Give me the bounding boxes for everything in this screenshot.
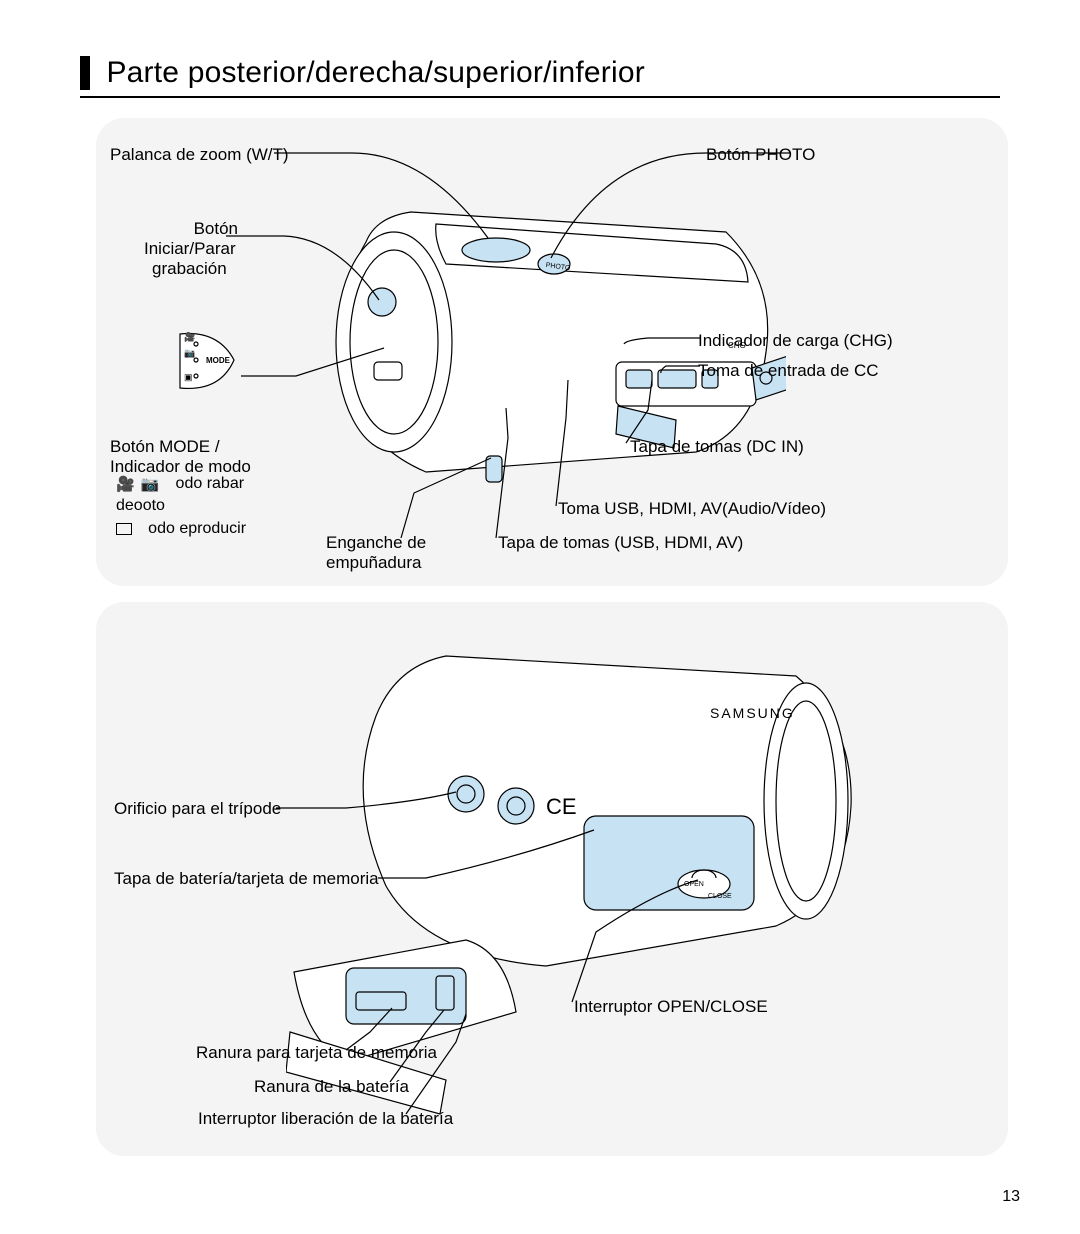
mode-badge-inset: MODE 🎥 📷 ▣ (178, 330, 238, 392)
label-batt-release: Interruptor liberación de la batería (198, 1108, 453, 1129)
label-dcin-jack: Toma de entrada de CC (698, 360, 879, 381)
svg-text:🎥: 🎥 (184, 331, 195, 342)
svg-text:CLOSE: CLOSE (708, 893, 732, 900)
diagram-panel-rear: PHOTO CHG MODE 🎥 📷 ▣ (96, 118, 1008, 586)
label-zoom: Palanca de zoom (W/T) (110, 144, 289, 165)
svg-text:▣: ▣ (184, 372, 193, 382)
video-icon: 🎥 (116, 474, 135, 495)
label-mode-sub1: odo rabar (176, 473, 245, 495)
label-record-l1: Botón (194, 219, 238, 238)
svg-text:CE: CE (546, 794, 577, 819)
title-accent-bar (80, 56, 90, 90)
page-title-wrap: Parte posterior/derecha/superior/inferio… (80, 56, 1000, 98)
label-mode-sub1b: deooto (116, 495, 165, 517)
label-dcin-cover: Tapa de tomas (DC IN) (630, 436, 804, 457)
label-card-slot: Ranura para tarjeta de memoria (196, 1042, 437, 1063)
label-chg: Indicador de carga (CHG) (698, 330, 893, 351)
label-batt-cover: Tapa de batería/tarjeta de memoria (114, 868, 379, 889)
label-grip-l1: Enganche de (326, 532, 426, 553)
diagram-panel-bottom: SAMSUNG CE OPEN CLOSE (96, 602, 1008, 1156)
label-open-close: Interruptor OPEN/CLOSE (574, 996, 768, 1017)
play-icon (116, 523, 132, 535)
mode-badge-label: MODE (206, 356, 231, 365)
svg-text:OPEN: OPEN (684, 881, 704, 888)
label-grip-l2: empuñadura (326, 552, 421, 573)
label-photo: Botón PHOTO (706, 144, 815, 165)
mode-icon-legend: 🎥 📷 odo rabar deooto odo eproducir (116, 473, 246, 540)
label-tripod: Orificio para el trípode (114, 798, 281, 819)
svg-text:📷: 📷 (184, 348, 195, 358)
label-mode-l1: Botón MODE / (110, 436, 220, 457)
label-usb-cover: Tapa de tomas (USB, HDMI, AV) (498, 532, 743, 553)
brand-text: SAMSUNG (710, 705, 795, 721)
camera-icon: 📷 (141, 474, 160, 495)
page-number: 13 (1002, 1188, 1020, 1206)
page-title: Parte posterior/derecha/superior/inferio… (106, 56, 644, 90)
label-record-l2: Iniciar/Parar (144, 238, 236, 259)
label-record-l3: grabación (152, 258, 227, 279)
label-mode-sub2: odo eproducir (148, 518, 246, 540)
label-batt-slot: Ranura de la batería (254, 1076, 409, 1097)
label-usb-jack: Toma USB, HDMI, AV(Audio/Vídeo) (558, 498, 826, 519)
